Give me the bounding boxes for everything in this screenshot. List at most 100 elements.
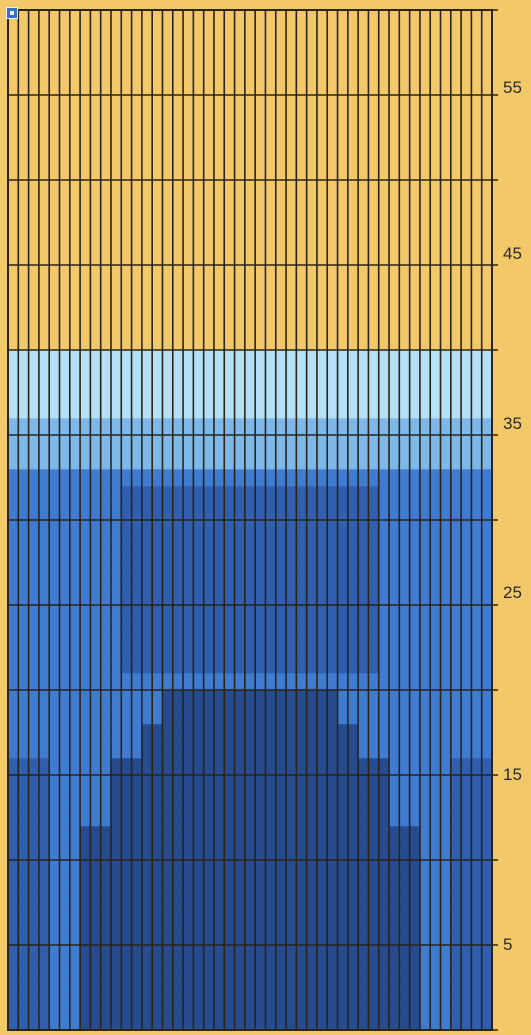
- cell-r9-c2: [18, 877, 29, 895]
- cell-r12-c3: [28, 826, 40, 844]
- cell-r29-c44: [450, 537, 462, 555]
- cell-r4-c42: [430, 962, 441, 980]
- cell-r16-c31: [316, 758, 328, 776]
- cell-r27-c7: [69, 571, 81, 589]
- cell-r9-c32: [327, 877, 338, 895]
- cell-r40-c31: [316, 350, 328, 368]
- cell-r24-c10: [100, 622, 112, 640]
- cell-r7-c9: [90, 911, 101, 929]
- cell-r40-c20: [203, 350, 215, 368]
- cell-r17-c35: [358, 741, 369, 759]
- cell-r14-c29: [296, 792, 307, 810]
- cell-r5-c32: [327, 945, 338, 963]
- cell-r27-c14: [141, 571, 153, 589]
- cell-r1-c42: [430, 1013, 441, 1031]
- cell-r22-c20: [203, 656, 215, 674]
- cell-r17-c19: [193, 741, 204, 759]
- cell-r5-c10: [100, 945, 112, 963]
- cell-r10-c5: [49, 860, 60, 878]
- cell-r17-c30: [306, 741, 318, 759]
- cell-r1-c37: [378, 1013, 390, 1031]
- cell-r7-c17: [172, 911, 184, 929]
- cell-r15-c4: [38, 775, 50, 793]
- cell-r19-c5: [49, 707, 60, 725]
- square-window-icon[interactable]: [6, 7, 18, 19]
- cell-r38-c9: [90, 384, 101, 402]
- cell-r5-c3: [28, 945, 40, 963]
- cell-r21-c41: [419, 673, 431, 691]
- cell-r21-c30: [306, 673, 318, 691]
- cell-r40-c27: [275, 350, 287, 368]
- cell-r38-c26: [265, 384, 277, 402]
- cell-r7-c11: [110, 911, 122, 929]
- cell-r19-c31: [316, 707, 328, 725]
- cell-r38-c46: [471, 384, 483, 402]
- cell-r23-c3: [28, 639, 40, 657]
- cell-r1-c39: [399, 1013, 410, 1031]
- cell-r27-c36: [368, 571, 380, 589]
- cell-r36-c43: [440, 418, 452, 436]
- cell-r12-c36: [368, 826, 380, 844]
- cell-r2-c36: [368, 996, 380, 1014]
- cell-r14-c7: [69, 792, 81, 810]
- cell-r9-c43: [440, 877, 452, 895]
- cell-r24-c15: [152, 622, 163, 640]
- cell-r21-c23: [234, 673, 246, 691]
- cell-r31-c36: [368, 503, 380, 521]
- cell-r24-c31: [316, 622, 328, 640]
- cell-r15-c25: [255, 775, 266, 793]
- cell-r9-c40: [409, 877, 421, 895]
- cell-r20-c37: [378, 690, 390, 708]
- cell-r7-c13: [131, 911, 143, 929]
- cell-r37-c34: [347, 401, 359, 419]
- cell-r29-c1: [8, 537, 19, 555]
- cell-r22-c19: [193, 656, 204, 674]
- cell-r40-c44: [450, 350, 462, 368]
- cell-r39-c8: [80, 367, 91, 385]
- cell-r31-c14: [141, 503, 153, 521]
- cell-r17-c31: [316, 741, 328, 759]
- cell-r11-c25: [255, 843, 266, 861]
- cell-r8-c42: [430, 894, 441, 912]
- cell-r10-c22: [224, 860, 235, 878]
- cell-r36-c47: [481, 418, 493, 436]
- cell-r38-c45: [461, 384, 472, 402]
- cell-r36-c1: [8, 418, 19, 436]
- cell-r34-c35: [358, 452, 369, 470]
- cell-r33-c16: [162, 469, 174, 487]
- cell-r12-c29: [296, 826, 307, 844]
- cell-r19-c17: [172, 707, 184, 725]
- cell-r10-c34: [347, 860, 359, 878]
- cell-r8-c15: [152, 894, 163, 912]
- cell-r14-c30: [306, 792, 318, 810]
- cell-r8-c23: [234, 894, 246, 912]
- cell-r21-c18: [183, 673, 194, 691]
- cell-r39-c4: [38, 367, 50, 385]
- cell-r25-c13: [131, 605, 143, 623]
- cell-r3-c34: [347, 979, 359, 997]
- cell-r22-c25: [255, 656, 266, 674]
- cell-r29-c31: [316, 537, 328, 555]
- cell-r4-c44: [450, 962, 462, 980]
- cell-r8-c10: [100, 894, 112, 912]
- cell-r22-c9: [90, 656, 101, 674]
- cell-r40-c2: [18, 350, 29, 368]
- cell-r34-c17: [172, 452, 184, 470]
- cell-r33-c28: [286, 469, 297, 487]
- cell-r39-c9: [90, 367, 101, 385]
- cell-r27-c12: [121, 571, 132, 589]
- cell-r30-c42: [430, 520, 441, 538]
- cell-r15-c12: [121, 775, 132, 793]
- cell-r33-c3: [28, 469, 40, 487]
- cell-r26-c10: [100, 588, 112, 606]
- cell-r19-c33: [337, 707, 349, 725]
- cell-r29-c32: [327, 537, 338, 555]
- cell-r22-c17: [172, 656, 184, 674]
- cell-r34-c22: [224, 452, 235, 470]
- cell-r12-c45: [461, 826, 472, 844]
- cell-r11-c22: [224, 843, 235, 861]
- cell-r13-c25: [255, 809, 266, 827]
- cell-r30-c33: [337, 520, 349, 538]
- cell-r27-c31: [316, 571, 328, 589]
- cell-r1-c18: [183, 1013, 194, 1031]
